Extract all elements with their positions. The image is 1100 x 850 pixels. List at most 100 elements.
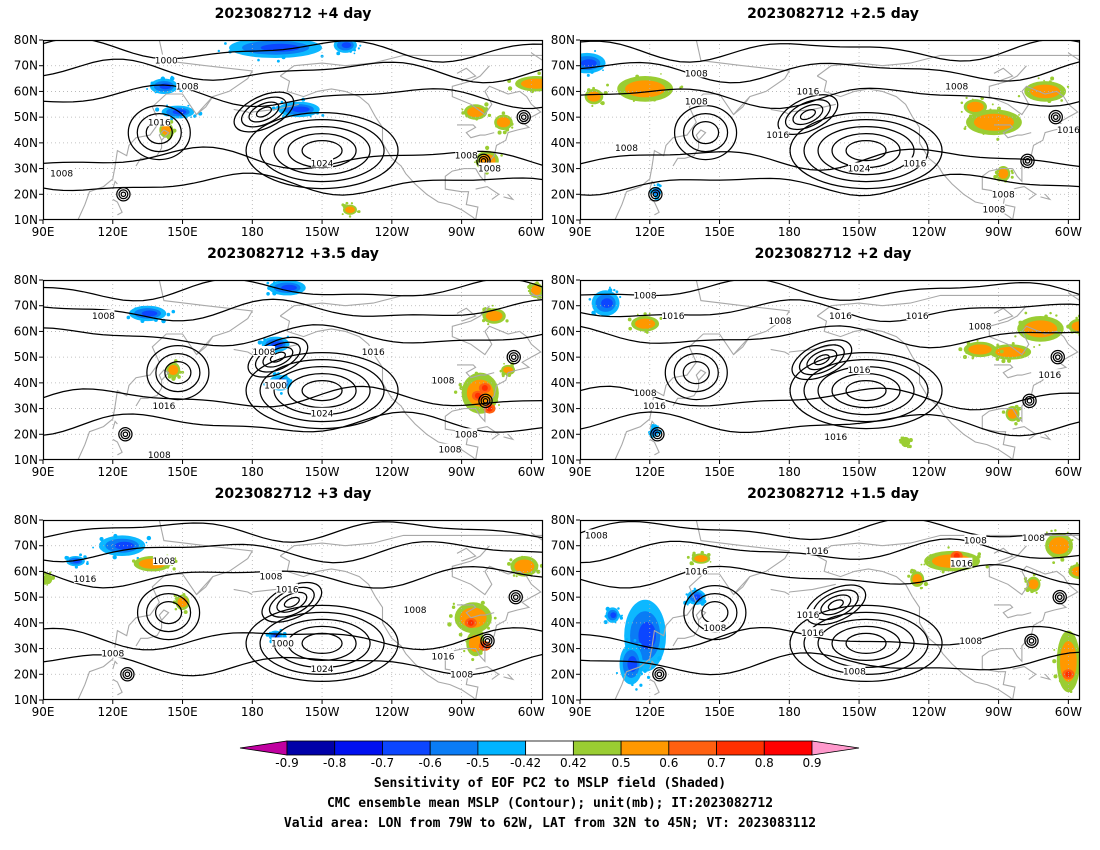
sensitivity-positive-region — [1030, 84, 1061, 99]
lon-tick-label: 120W — [911, 225, 946, 239]
sensitivity-positive-region — [982, 133, 985, 136]
sensitivity-positive-region — [1049, 311, 1052, 315]
isobar — [164, 360, 192, 385]
contour-label-bg — [964, 534, 987, 545]
lon-tick-label: 90E — [569, 465, 592, 479]
sensitivity-positive-region — [1066, 85, 1070, 88]
lat-tick-label: 80N — [551, 273, 575, 287]
colorbar-tick-label: 0.42 — [560, 756, 587, 770]
sensitivity-positive-region — [1001, 359, 1006, 364]
sensitivity-positive-region — [453, 390, 458, 394]
sensitivity-negative-region — [357, 47, 360, 50]
sensitivity-positive-region — [691, 553, 697, 558]
sensitivity-negative-region — [586, 73, 590, 77]
contour-label-bg — [311, 157, 334, 168]
sensitivity-positive-region — [686, 555, 690, 559]
sensitivity-positive-region — [1043, 79, 1045, 82]
coastline — [233, 348, 253, 356]
sensitivity-negative-region — [276, 59, 280, 63]
coastline — [649, 678, 660, 696]
lat-tick-label: 20N — [14, 187, 38, 201]
sensitivity-positive-region — [499, 369, 503, 373]
isobar — [259, 358, 385, 423]
sensitivity-negative-region — [604, 614, 608, 618]
isobar — [777, 94, 839, 136]
contour-label: 1016 — [432, 652, 455, 662]
panel-title: 2023082712 +4 day — [214, 6, 372, 22]
sensitivity-negative-region — [338, 35, 341, 38]
isobar — [245, 604, 399, 683]
coastline — [475, 426, 500, 440]
isobar — [484, 638, 491, 644]
sensitivity-positive-region — [1045, 531, 1048, 534]
sensitivity-positive-region — [461, 108, 464, 111]
sensitivity-positive-region — [131, 559, 136, 563]
sensitivity-negative-region — [266, 291, 270, 296]
isobar — [145, 592, 192, 633]
coastline — [649, 180, 655, 190]
sensitivity-positive-region — [461, 111, 465, 115]
isobar — [43, 58, 543, 84]
isobar — [792, 104, 824, 126]
contour-label-bg — [432, 650, 454, 661]
map-panel: 100010081016102410081008100880N70N60N50N… — [14, 33, 545, 239]
sensitivity-positive-region — [511, 126, 514, 129]
isobar — [1056, 594, 1063, 600]
sensitivity-positive-region — [183, 610, 188, 615]
isobar — [287, 372, 357, 409]
lon-tick-label: 180 — [778, 705, 801, 719]
coastline — [456, 547, 477, 562]
coastline — [580, 280, 791, 460]
isobar — [682, 112, 729, 153]
sensitivity-positive-region — [468, 634, 483, 652]
sensitivity-positive-region — [49, 571, 52, 574]
coastline — [672, 129, 707, 167]
lat-tick-label: 50N — [14, 350, 38, 364]
contour-label-bg — [643, 400, 666, 410]
colorbar-segment — [572, 740, 622, 756]
sensitivity-positive-region — [529, 88, 535, 94]
contour-label: 1008 — [969, 322, 992, 332]
sensitivity-negative-region — [101, 539, 103, 542]
sensitivity-positive-region — [474, 371, 479, 376]
sensitivity-positive-region — [591, 104, 594, 108]
sensitivity-positive-region — [493, 616, 497, 620]
sensitivity-positive-region — [660, 73, 662, 75]
lon-tick-label: 150W — [305, 465, 340, 479]
sensitivity-positive-region — [174, 607, 178, 611]
sensitivity-positive-region — [1075, 316, 1078, 320]
sensitivity-positive-region — [1017, 94, 1021, 98]
isobar — [1026, 635, 1037, 646]
contour-label-bg — [432, 374, 454, 385]
sensitivity-positive-region — [958, 347, 963, 352]
contour-label: 1008 — [404, 606, 427, 616]
contour-label-bg — [50, 167, 73, 178]
contour-label-bg — [945, 80, 968, 91]
sensitivity-positive-region — [500, 154, 503, 157]
sensitivity-positive-region — [350, 202, 354, 205]
isobar — [43, 541, 543, 564]
contour-label-bg — [906, 310, 929, 320]
sensitivity-positive-region — [1018, 320, 1023, 325]
sensitivity-negative-region — [126, 315, 131, 320]
isobar — [580, 385, 1080, 411]
isobar — [691, 120, 720, 145]
colorbar-segment — [429, 740, 479, 756]
sensitivity-positive-region — [999, 349, 1004, 354]
sensitivity-shading — [580, 49, 1070, 201]
isobar — [1054, 354, 1061, 360]
sensitivity-positive-region — [628, 326, 633, 331]
coastline — [135, 369, 170, 407]
sensitivity-negative-region — [619, 616, 623, 620]
sensitivity-positive-region — [998, 168, 1009, 179]
sensitivity-negative-region — [615, 671, 619, 675]
coastline — [503, 193, 515, 201]
contour-label: 1008 — [964, 537, 987, 547]
lon-tick-label: 60W — [1055, 225, 1082, 239]
contour-label: 1000 — [271, 639, 294, 649]
caption-line-2: CMC ensemble mean MSLP (Contour); unit(m… — [326, 796, 774, 811]
contour-label-bg — [176, 80, 199, 91]
isobar — [124, 671, 131, 678]
sensitivity-positive-region — [544, 284, 546, 286]
sensitivity-negative-region — [590, 70, 594, 74]
